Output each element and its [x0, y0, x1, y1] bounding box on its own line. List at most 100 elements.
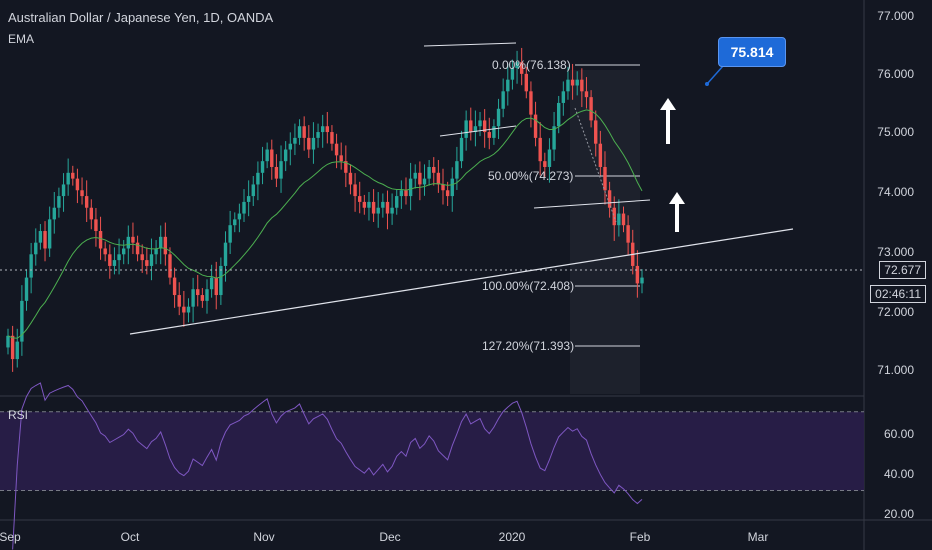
candle-body	[339, 155, 343, 162]
candles	[6, 47, 644, 372]
candle-body	[510, 68, 515, 80]
candle-body	[311, 137, 316, 150]
candle-body	[177, 295, 181, 307]
candle-body	[371, 201, 376, 214]
candle-body	[182, 306, 186, 313]
ema-indicator-label[interactable]: EMA	[8, 32, 35, 46]
candle-body	[94, 219, 98, 232]
arrows	[660, 98, 685, 232]
time-label: Mar	[747, 530, 769, 544]
ema-line	[0, 109, 864, 339]
candle-body	[607, 190, 612, 208]
candle-body	[385, 201, 390, 214]
candle-body	[547, 149, 552, 167]
candle-body	[57, 196, 61, 208]
candle-body	[223, 242, 228, 266]
candle-body	[348, 172, 353, 185]
candle-body	[20, 300, 24, 342]
callout-anchor	[705, 82, 709, 86]
rsi-tick: 40.00	[883, 467, 914, 481]
candle-body	[288, 143, 292, 150]
candle-body	[487, 132, 491, 138]
candle-body	[575, 79, 579, 86]
candle-body	[589, 97, 593, 121]
candle-body	[108, 254, 112, 266]
candle-body	[228, 225, 232, 243]
candle-body	[279, 161, 283, 179]
candle-body	[283, 149, 288, 162]
candle-body	[233, 219, 237, 226]
candle-body	[80, 190, 84, 197]
countdown-tag: 02:46:11	[870, 285, 926, 303]
candle-body	[533, 114, 538, 138]
rsi-label[interactable]: RSI	[8, 408, 29, 422]
candle-body	[24, 277, 29, 301]
candle-body	[214, 277, 218, 296]
candle-body	[330, 132, 334, 144]
candle-body	[334, 143, 339, 156]
candle-body	[408, 178, 413, 197]
candle-body	[459, 137, 464, 162]
candle-body	[260, 161, 265, 173]
candle-body	[168, 254, 172, 278]
candle-body	[149, 254, 154, 266]
candle-body	[154, 248, 158, 255]
candle-body	[320, 126, 325, 133]
candle-body	[121, 248, 126, 255]
candle-body	[482, 120, 487, 133]
candle-body	[196, 289, 200, 296]
candle-body	[186, 306, 191, 313]
candle-body	[399, 190, 404, 197]
candle-body	[455, 161, 459, 179]
candle-body	[640, 277, 644, 284]
time-label: Sep	[0, 530, 21, 544]
candle-body	[209, 277, 214, 290]
candle-body	[473, 126, 478, 133]
candle-body	[445, 190, 450, 197]
fib-label-0: 0.00%(76.138)	[492, 58, 571, 72]
candle-body	[367, 201, 371, 208]
candle-body	[344, 161, 348, 173]
trendlines	[129, 42, 794, 335]
candle-body	[242, 201, 246, 214]
candle-body	[29, 254, 33, 278]
candle-body	[524, 73, 529, 92]
candle-body	[265, 149, 269, 162]
candle-body	[464, 120, 468, 138]
time-label: Dec	[379, 530, 401, 544]
candle-body	[325, 126, 330, 133]
candle-body	[61, 184, 66, 197]
candle-body	[427, 166, 431, 179]
diagonal-dashed-line	[574, 107, 617, 223]
price-callout[interactable]: 75.814	[718, 37, 786, 67]
candle-body	[570, 79, 575, 86]
candle-body	[390, 207, 394, 214]
candle-body	[75, 178, 80, 191]
candle-body	[38, 231, 43, 243]
candle-body	[436, 172, 441, 185]
candle-body	[612, 207, 616, 226]
candle-body	[219, 265, 223, 296]
candle-body	[635, 265, 640, 284]
fib-label-127: 127.20%(71.393)	[482, 339, 575, 353]
candle-body	[43, 231, 47, 249]
candle-body	[580, 79, 584, 92]
candle-body	[543, 161, 547, 167]
flag-line	[533, 199, 651, 209]
candle-body	[594, 120, 598, 144]
candle-body	[10, 335, 15, 360]
chart-title: Australian Dollar / Japanese Yen, 1D, OA…	[8, 10, 274, 25]
up-arrow-head	[669, 192, 685, 204]
candle-body	[552, 126, 556, 150]
candle-body	[71, 172, 75, 179]
candle-body	[256, 172, 260, 185]
candle-body	[200, 295, 205, 301]
candle-body	[353, 184, 357, 197]
candle-body	[15, 341, 19, 360]
candle-body	[131, 236, 135, 243]
candle-body	[376, 207, 380, 214]
price-tick: 75.000	[877, 125, 914, 139]
candle-body	[293, 137, 297, 144]
candle-body	[584, 91, 589, 98]
